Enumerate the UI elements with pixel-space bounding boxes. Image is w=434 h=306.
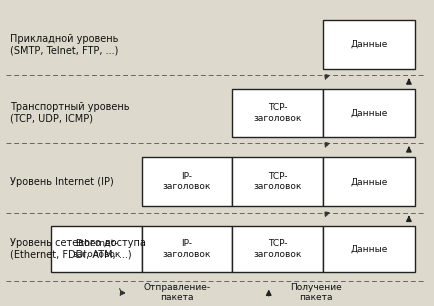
- Text: Получение
пакета: Получение пакета: [290, 283, 342, 302]
- Bar: [322, 157, 415, 207]
- Bar: [141, 157, 232, 207]
- Text: Данные: Данные: [350, 40, 388, 49]
- Text: TCP-
заголовок: TCP- заголовок: [253, 239, 302, 259]
- Bar: [51, 226, 141, 272]
- Text: Данные: Данные: [350, 109, 388, 118]
- Bar: [322, 20, 415, 69]
- Bar: [322, 226, 415, 272]
- Text: Уровень Internet (IP): Уровень Internet (IP): [10, 177, 114, 187]
- Text: Ethernet-
заголовок: Ethernet- заголовок: [72, 239, 121, 259]
- Bar: [232, 157, 322, 207]
- Text: Прикладной уровень
(SMTP, Telnet, FTP, ...): Прикладной уровень (SMTP, Telnet, FTP, .…: [10, 34, 118, 55]
- Text: Данные: Данные: [350, 177, 388, 186]
- Text: Данные: Данные: [350, 244, 388, 253]
- Text: Отправление-
пакета: Отправление- пакета: [144, 283, 211, 302]
- Bar: [232, 226, 322, 272]
- Text: Транспортный уровень
(TCP, UDP, ICMP): Транспортный уровень (TCP, UDP, ICMP): [10, 102, 129, 124]
- Text: TCP-
заголовок: TCP- заголовок: [253, 172, 302, 191]
- Bar: [141, 226, 232, 272]
- Text: IP-
заголовок: IP- заголовок: [163, 239, 211, 259]
- Text: Уровень сетевого доступа
(Ethernet, FDDI, ATM, ...): Уровень сетевого доступа (Ethernet, FDDI…: [10, 238, 146, 259]
- Bar: [232, 89, 322, 137]
- Text: IP-
заголовок: IP- заголовок: [163, 172, 211, 191]
- Bar: [322, 89, 415, 137]
- Text: TCP-
заголовок: TCP- заголовок: [253, 103, 302, 123]
